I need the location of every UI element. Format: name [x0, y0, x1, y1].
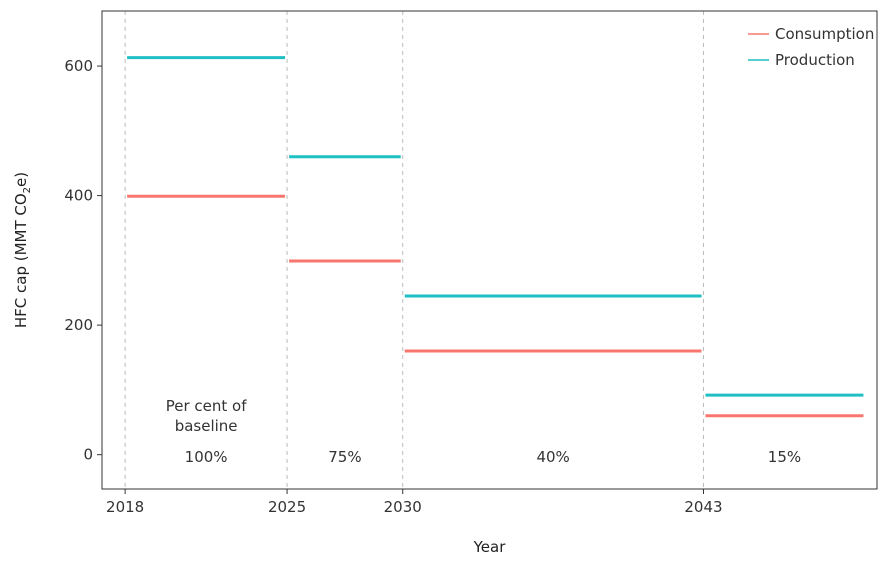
x-tick-label: 2043: [684, 498, 722, 516]
x-tick-label: 2018: [106, 498, 144, 516]
y-axis-title-main: HFC cap (MMT CO: [12, 193, 30, 328]
annotation-header-line2: baseline: [175, 417, 238, 435]
x-tick-label: 2025: [268, 498, 306, 516]
annotation-header-line1: Per cent of: [166, 397, 247, 415]
y-tick-label: 0: [83, 446, 93, 464]
x-axis-title: Year: [473, 538, 507, 556]
legend-label-production: Production: [775, 51, 855, 69]
x-tick-label: 2030: [384, 498, 422, 516]
annotation-period-label: 40%: [536, 448, 569, 466]
annotation-period-label: 15%: [768, 448, 801, 466]
y-tick-label: 200: [64, 316, 93, 334]
y-axis-title: HFC cap (MMT CO2e): [12, 172, 33, 328]
annotation-period-label: 75%: [328, 448, 361, 466]
y-axis: 0 200 400 600: [64, 57, 102, 464]
x-axis: 2018 2025 2030 2043: [106, 489, 723, 516]
series-segments: [127, 56, 864, 418]
plot-panel-border: [101, 10, 878, 490]
legend-label-consumption: Consumption: [775, 25, 874, 43]
y-axis-title-subscript: 2: [22, 187, 33, 193]
percent-annotations: Per cent of baseline 100% 75% 40% 15%: [166, 397, 801, 466]
legend: Consumption Production: [748, 25, 874, 69]
y-axis-title-end: e): [12, 172, 30, 187]
annotation-period-label: 100%: [185, 448, 228, 466]
y-tick-label: 400: [64, 187, 93, 205]
y-tick-label: 600: [64, 57, 93, 75]
